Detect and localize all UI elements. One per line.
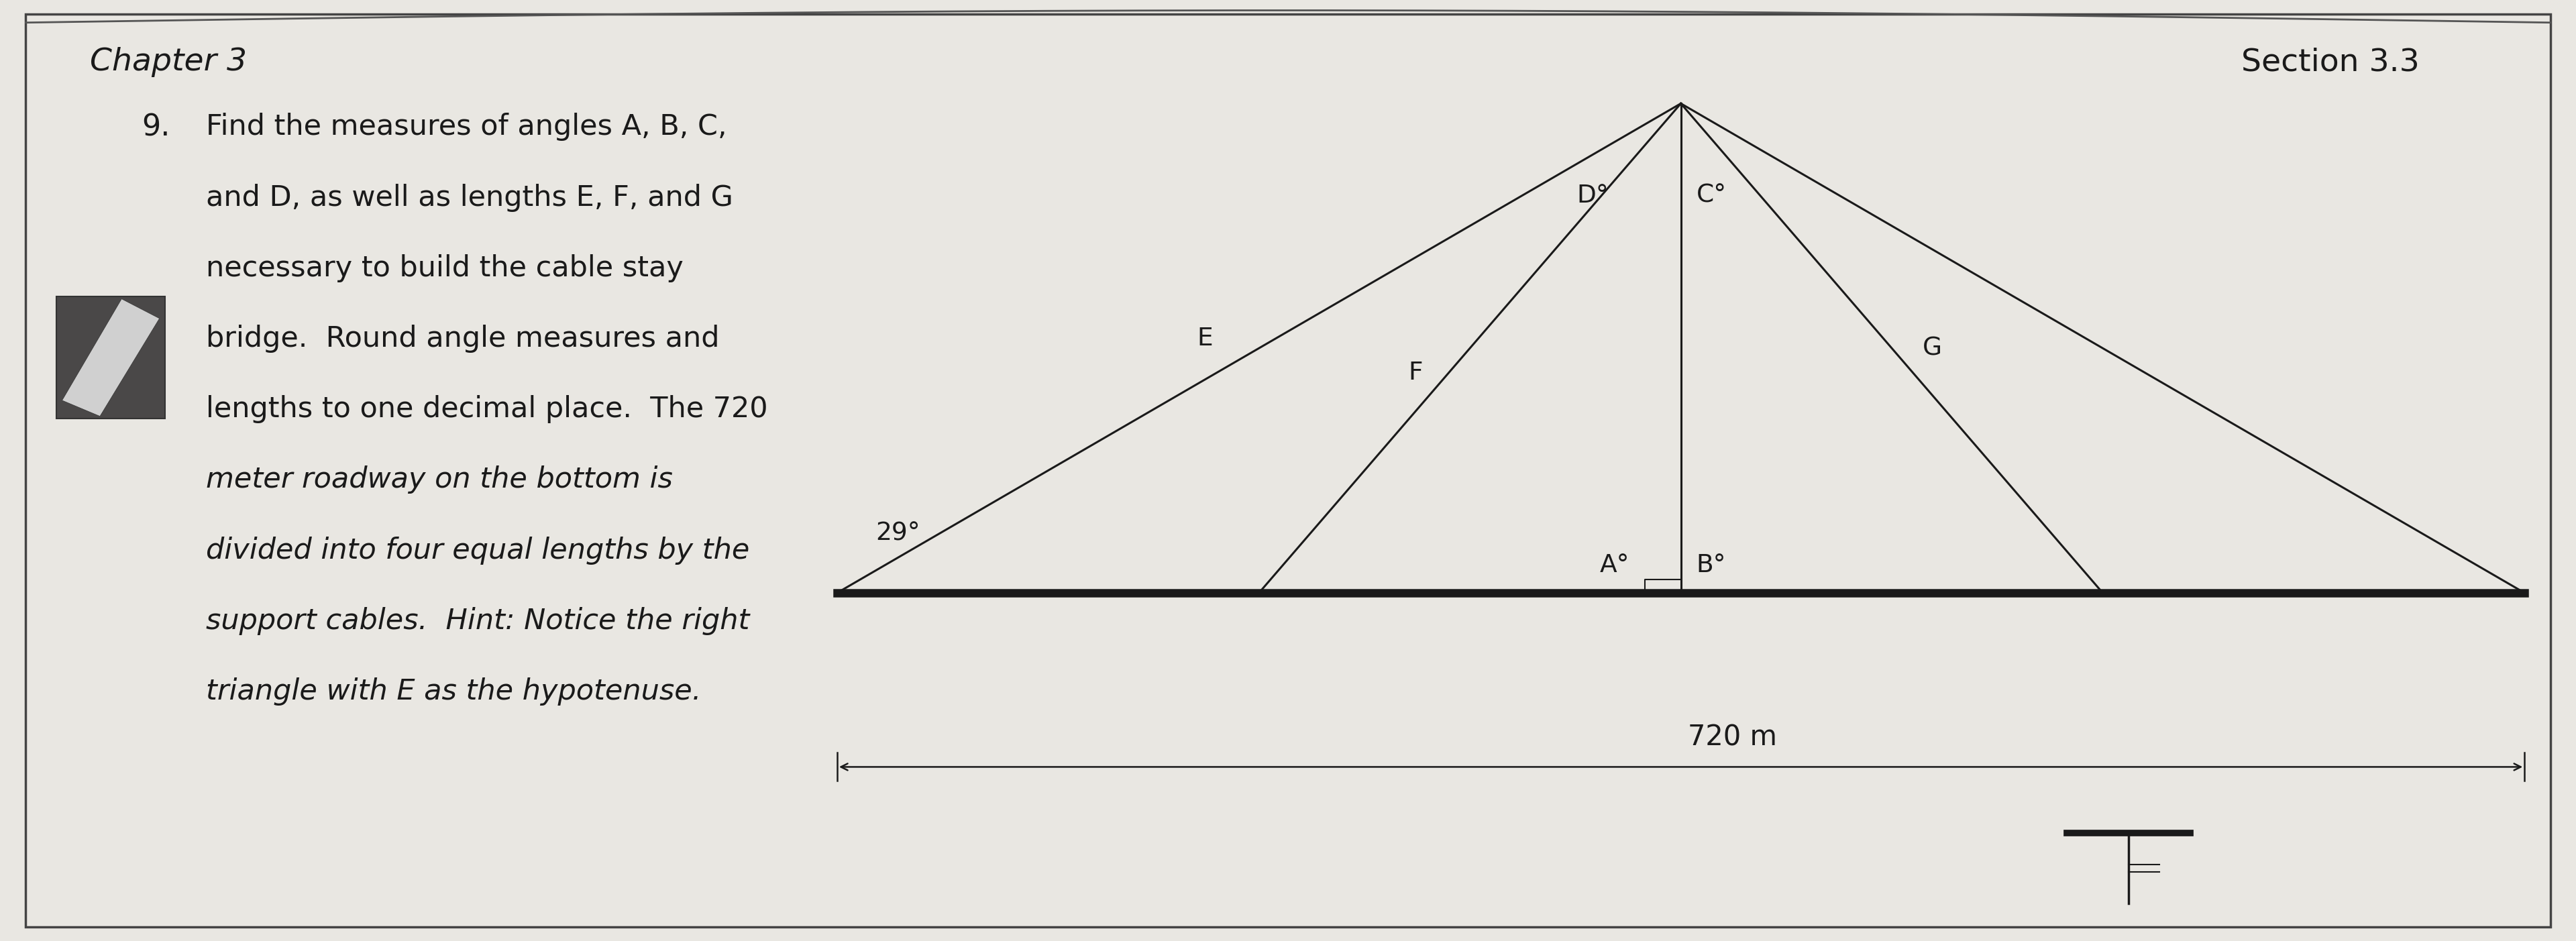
FancyBboxPatch shape	[26, 14, 2550, 927]
Text: triangle with E as the hypotenuse.: triangle with E as the hypotenuse.	[206, 678, 701, 706]
Text: necessary to build the cable stay: necessary to build the cable stay	[206, 254, 683, 282]
Text: C°: C°	[1698, 183, 1726, 208]
Text: Section 3.3: Section 3.3	[2241, 47, 2419, 77]
Text: 29°: 29°	[876, 521, 920, 546]
Text: Chapter 3: Chapter 3	[90, 47, 247, 77]
Text: and D, as well as lengths E, F, and G: and D, as well as lengths E, F, and G	[206, 183, 734, 212]
Text: bridge.  Round angle measures and: bridge. Round angle measures and	[206, 325, 719, 353]
Text: Find the measures of angles A, B, C,: Find the measures of angles A, B, C,	[206, 113, 726, 141]
Text: meter roadway on the bottom is: meter roadway on the bottom is	[206, 466, 672, 494]
Text: 720 m: 720 m	[1687, 724, 1777, 752]
Text: F: F	[1409, 360, 1422, 385]
Bar	[57, 296, 165, 419]
Text: divided into four equal lengths by the: divided into four equal lengths by the	[206, 536, 750, 565]
Text: E: E	[1198, 327, 1213, 351]
Text: G: G	[1922, 336, 1942, 360]
Text: D°: D°	[1577, 183, 1607, 208]
Polygon shape	[62, 299, 160, 416]
Text: 9.: 9.	[142, 113, 170, 142]
Text: A°: A°	[1600, 553, 1631, 578]
Text: support cables.  Hint: Notice the right: support cables. Hint: Notice the right	[206, 607, 750, 635]
Text: B°: B°	[1698, 553, 1726, 578]
Text: lengths to one decimal place.  The 720: lengths to one decimal place. The 720	[206, 395, 768, 423]
